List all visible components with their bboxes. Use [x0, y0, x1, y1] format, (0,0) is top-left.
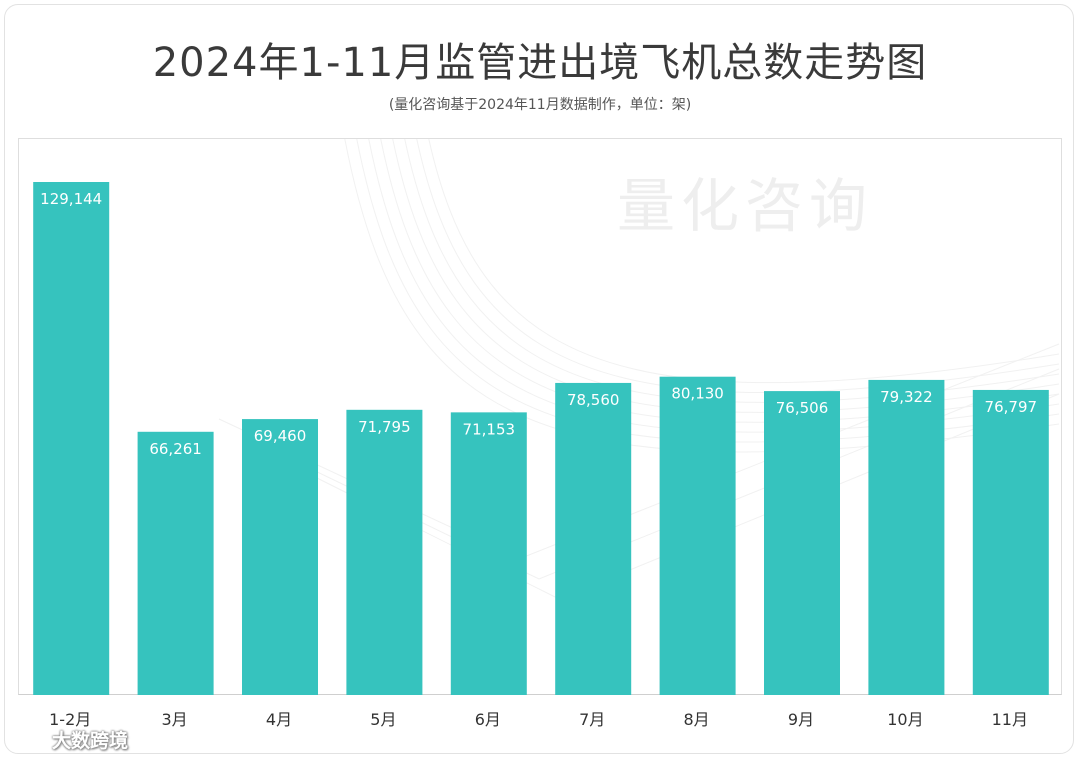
bar-10 — [972, 389, 1049, 695]
plot-area: 量化咨询 129,144 66,261 69,460 71,795 71,153 78,5… — [18, 138, 1062, 695]
value-label-4: 71,795 — [358, 418, 411, 436]
x-tick-label-6: 7月 — [579, 710, 605, 729]
x-tick-label-8: 9月 — [788, 710, 814, 729]
watermark-text: 量化咨询 — [617, 172, 874, 240]
chart-title: 2024年1-11月监管进出境飞机总数走势图 — [152, 40, 928, 86]
value-label-6: 78,560 — [567, 391, 620, 409]
chart-subtitle: (量化咨询基于2024年11月数据制作，单位：架) — [388, 97, 692, 113]
bar-5 — [450, 412, 527, 695]
bar-7 — [659, 376, 736, 695]
x-tick-label-5: 6月 — [475, 710, 501, 729]
x-tick-label-3: 4月 — [266, 710, 292, 729]
brand-logo: 大数跨境 — [10, 726, 128, 753]
value-label-8: 76,506 — [776, 399, 829, 417]
bar-9 — [868, 379, 945, 695]
x-tick-label-4: 5月 — [370, 710, 396, 729]
x-tick-label-7: 8月 — [684, 710, 710, 729]
brand-logo-icon — [10, 731, 47, 749]
value-label-9: 79,322 — [880, 388, 933, 406]
bar-1 — [33, 182, 110, 695]
bar-6 — [555, 382, 632, 695]
value-label-3: 69,460 — [254, 427, 307, 445]
x-tick-label-9: 10月 — [887, 710, 923, 729]
bar-8 — [764, 391, 840, 695]
bar-chart: 129,144 66,261 69,460 71,795 71,153 78,560 80,… — [33, 182, 1049, 695]
bar-2 — [137, 431, 214, 695]
x-tick-label-1: 1-2月 — [49, 710, 91, 729]
brand-logo-text: 大数跨境 — [52, 730, 129, 752]
value-label-7: 80,130 — [671, 385, 724, 403]
value-label-5: 71,153 — [463, 420, 516, 438]
value-label-1: 129,144 — [40, 190, 102, 208]
bar-4 — [346, 409, 423, 695]
x-tick-label-10: 11月 — [992, 710, 1028, 729]
x-axis-labels: 1-2月 3月 4月 5月 6月 7月 8月 9月 10月 11月 — [49, 710, 1028, 729]
value-label-2: 66,261 — [149, 440, 202, 458]
value-label-10: 76,797 — [985, 398, 1038, 416]
bar-3 — [242, 419, 318, 695]
x-tick-label-2: 3月 — [162, 710, 188, 729]
